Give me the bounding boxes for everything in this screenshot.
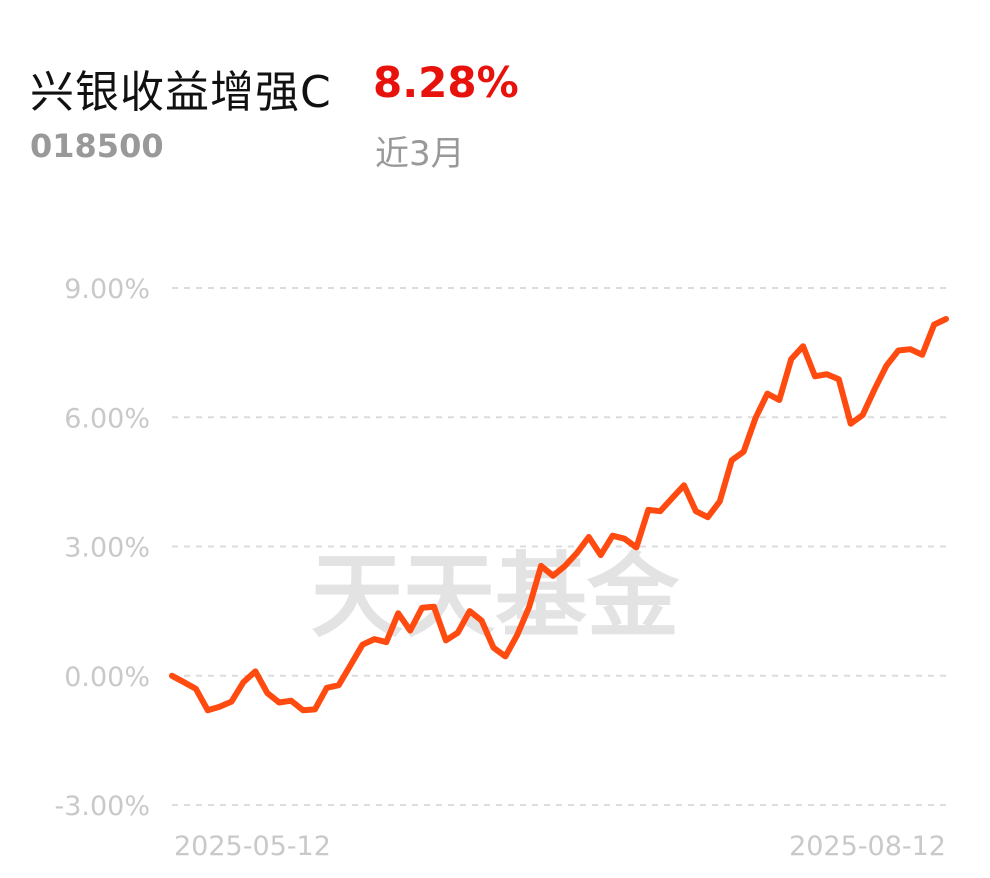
fund-name: 兴银收益增强C [30, 67, 332, 118]
series-line [169, 316, 949, 714]
y-tick-label: 9.00% [64, 274, 150, 305]
x-tick-label: 2025-05-12 [174, 831, 331, 862]
y-tick-label: 6.00% [64, 403, 150, 434]
period-label[interactable]: 近3月 [375, 134, 465, 174]
y-tick-label: -3.00% [54, 791, 150, 822]
gridlines [172, 287, 946, 806]
fund-code: 018500 [30, 127, 164, 165]
watermark: 天天基金 [311, 542, 680, 650]
y-tick-label: 3.00% [64, 533, 150, 564]
y-tick-label: 0.00% [64, 662, 150, 693]
fund-return-value: 8.28% [373, 58, 519, 107]
x-tick-label: 2025-08-12 [789, 831, 946, 862]
y-axis-ticks: 9.00% 6.00% 3.00% 0.00% -3.00% [54, 274, 150, 822]
x-axis-ticks: 2025-05-12 2025-08-12 [174, 831, 946, 862]
